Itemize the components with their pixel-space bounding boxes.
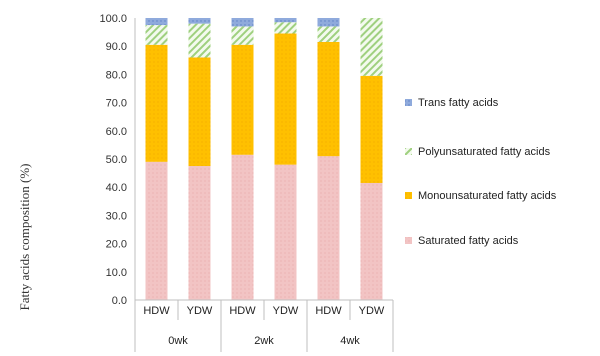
category-label: HDW	[229, 305, 256, 317]
bar-segment	[145, 18, 168, 26]
group-label: 4wk	[340, 335, 360, 347]
bar-segment	[231, 154, 254, 300]
legend-label: Monounsaturated fatty acids	[418, 190, 557, 202]
group-label: 2wk	[254, 335, 274, 347]
bar-segment	[231, 18, 254, 27]
bar-segment	[188, 18, 211, 24]
bar-segment	[231, 26, 254, 45]
bar-segment	[274, 164, 297, 300]
y-axis-title: Fatty acids composition (%)	[17, 164, 32, 311]
legend: Trans fatty acids Polyunsaturated fatty a…	[405, 97, 557, 247]
bar-segment	[188, 23, 211, 58]
y-tick-label: 10.0	[106, 267, 127, 279]
y-tick-label: 30.0	[106, 210, 127, 222]
y-tick-label: 0.0	[112, 295, 127, 307]
bar-segment	[360, 18, 383, 76]
y-tick-label: 60.0	[106, 126, 127, 138]
bar-segment	[188, 57, 211, 167]
bar-segment	[317, 18, 340, 27]
legend-swatch	[405, 99, 412, 106]
bar-segment	[145, 25, 168, 45]
y-tick-label: 90.0	[106, 41, 127, 53]
bar-segment	[231, 44, 254, 155]
bar-segment	[274, 33, 297, 165]
category-label: YDW	[187, 305, 213, 317]
bar-segment	[188, 166, 211, 300]
category-label: HDW	[315, 305, 342, 317]
legend-label: Trans fatty acids	[418, 97, 499, 109]
bar-segment	[360, 75, 383, 183]
legend-swatch	[405, 148, 412, 155]
bar-segment	[274, 18, 297, 23]
legend-swatch	[405, 237, 412, 244]
y-tick-label: 70.0	[106, 98, 127, 110]
bar-segment	[317, 26, 340, 42]
group-label: 0wk	[168, 335, 188, 347]
y-tick-label: 80.0	[106, 69, 127, 81]
bars-layer	[145, 18, 383, 300]
y-tick-label: 20.0	[106, 239, 127, 251]
y-tick-label: 50.0	[106, 154, 127, 166]
bar-segment	[274, 22, 297, 34]
category-label: YDW	[359, 305, 385, 317]
bar-segment	[145, 161, 168, 300]
category-axis: HDW YDW HDW YDW HDW YDW 0wk 2wk 4wk	[134, 18, 394, 352]
category-label: YDW	[273, 305, 299, 317]
y-tick-label: 40.0	[106, 182, 127, 194]
legend-label: Polyunsaturated fatty acids	[418, 146, 551, 158]
category-label: HDW	[143, 305, 170, 317]
bar-segment	[360, 182, 383, 300]
bar-segment	[145, 44, 168, 162]
legend-swatch	[405, 192, 412, 199]
axis-layer: 0.0 10.0 20.0 30.0 40.0 50.0 60.0 70.0 80.0 90.0 1…	[99, 13, 127, 307]
bar-segment	[317, 156, 340, 300]
y-tick-label: 100.0	[99, 13, 127, 25]
legend-label: Saturated fatty acids	[418, 235, 519, 247]
bar-segment	[317, 41, 340, 157]
